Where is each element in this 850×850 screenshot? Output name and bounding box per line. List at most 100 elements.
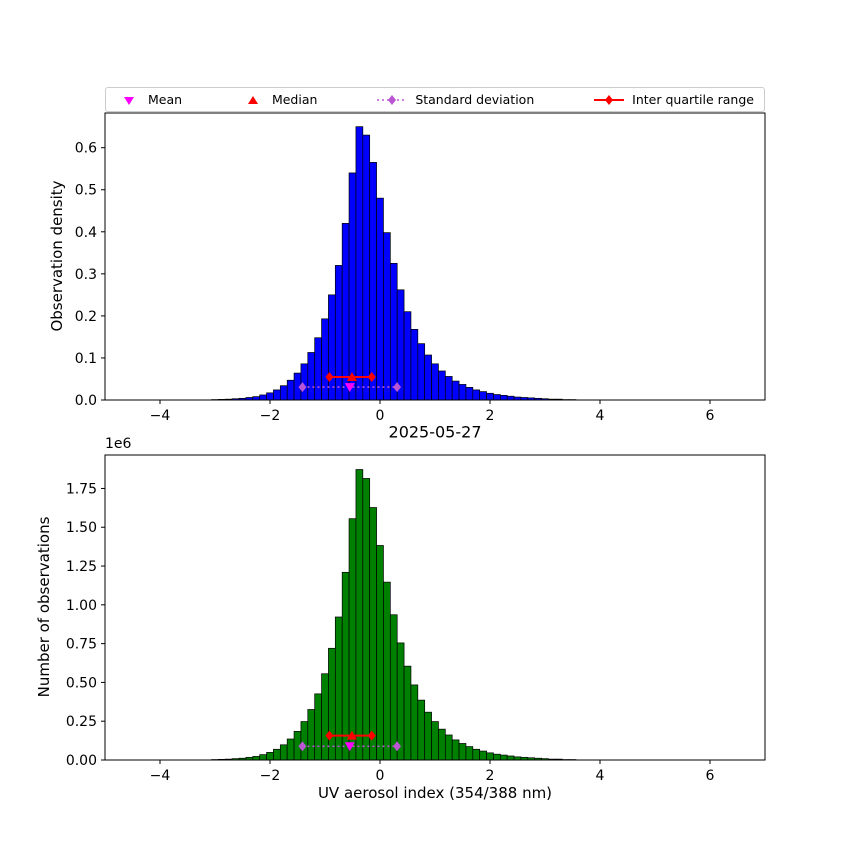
std-deviation-endpoint-marker: [393, 382, 402, 393]
median-marker: [346, 372, 357, 382]
histogram-bar: [334, 616, 343, 761]
bottom-y-axis-label: Number of observations: [35, 516, 53, 698]
histogram-bar: [307, 352, 316, 401]
iqr-endpoint-marker: [325, 372, 334, 383]
histogram-bar: [465, 746, 474, 761]
x-axis-label: UV aerosol index (354/388 nm): [317, 784, 553, 802]
x-tick-label: 2: [486, 408, 495, 424]
histogram-bar: [300, 363, 309, 401]
histogram-bar: [506, 395, 515, 401]
histogram-bar: [307, 709, 316, 761]
y-tick-label: 0.0: [75, 393, 97, 409]
histogram-bar: [362, 478, 371, 761]
std-deviation-endpoint-marker: [298, 741, 307, 752]
legend-item-inter-quartile-range: Inter quartile range: [592, 92, 754, 107]
x-tick-label: 2: [486, 768, 495, 784]
y-tick-label: 0.3: [75, 267, 97, 283]
histogram-bar: [376, 197, 384, 401]
histogram-bar: [273, 748, 281, 761]
y-tick-label: 1.50: [66, 520, 97, 536]
diamond-solid-line-icon: [594, 94, 625, 105]
axes-frame: [104, 112, 766, 401]
triangle-up-icon: [247, 95, 258, 104]
histogram-bar: [252, 756, 261, 761]
x-tick-label: 4: [596, 768, 605, 784]
histogram-bar: [383, 581, 391, 761]
histogram-bar: [431, 721, 439, 761]
histogram-bar: [424, 711, 432, 761]
histogram-bar: [438, 728, 446, 761]
y-tick-label: 0.50: [66, 675, 97, 691]
y-tick-label: 0.2: [75, 309, 97, 325]
histogram-bar: [328, 647, 336, 761]
x-tick-label: 4: [596, 408, 605, 424]
histogram-bar: [493, 394, 501, 401]
y-tick-label: 0.4: [75, 225, 97, 241]
iqr-endpoint-marker: [367, 730, 376, 741]
legend-item-standard-deviation: Standard deviation: [375, 92, 534, 107]
x-tick-label: −4: [150, 408, 171, 424]
histogram-bar: [314, 337, 322, 401]
x-tick-label: −4: [150, 768, 171, 784]
histogram-bar: [362, 134, 371, 401]
histogram-bar: [286, 738, 295, 761]
legend-label-inter-quartile-range: Inter quartile range: [632, 92, 754, 107]
histogram-bar: [334, 265, 343, 401]
mean-marker: [344, 742, 355, 752]
std-deviation-endpoint-marker: [298, 382, 307, 393]
chart-title: 2025-05-27: [388, 422, 482, 442]
histogram-bar: [328, 294, 336, 401]
axes-frame: [104, 454, 766, 761]
x-tick-label: 6: [706, 768, 715, 784]
histogram-bar: [451, 739, 460, 761]
histogram-bar: [431, 363, 439, 401]
histogram-bar: [451, 380, 460, 401]
histogram-bar: [458, 743, 467, 761]
histogram-bar: [403, 311, 412, 401]
histogram-bar: [499, 754, 508, 761]
y-tick-label: 1.00: [66, 598, 97, 614]
histogram-bar: [252, 396, 261, 401]
histogram-bar: [341, 571, 350, 761]
histogram-bar: [314, 693, 322, 761]
diamond-dotted-line-icon: [377, 94, 408, 105]
histogram-bar: [279, 385, 288, 401]
legend-label-standard-deviation: Standard deviation: [415, 92, 535, 107]
histogram-bar: [499, 395, 508, 401]
y-tick-label: 1.75: [66, 481, 97, 497]
x-tick-label: 0: [376, 408, 385, 424]
histogram-bar: [479, 391, 487, 401]
y-tick-label: 0.25: [66, 714, 97, 730]
histogram-bar: [376, 545, 384, 761]
histogram-bar: [259, 394, 267, 401]
x-tick-label: 0: [376, 768, 385, 784]
legend-item-mean: Mean: [116, 92, 182, 107]
histogram-bar: [410, 329, 419, 401]
y-tick-label: 0.5: [75, 183, 97, 199]
histogram-bar: [486, 392, 494, 401]
panel-bottom: −4 −2 0 2 4 6 0.00 0.25 0.50 0.75 1.00 1.25 1.50 1.75: [66, 454, 766, 784]
histogram-bar: [493, 753, 501, 761]
histogram-bar: [417, 343, 426, 401]
iqr-endpoint-marker: [325, 730, 334, 741]
histogram-bar: [348, 172, 357, 401]
iqr-endpoint-marker: [367, 372, 376, 383]
histogram-bar: [438, 370, 446, 401]
histogram-bar: [348, 518, 357, 761]
legend-label-median: Median: [271, 92, 318, 107]
histogram-bar: [472, 389, 481, 401]
histogram-bar: [444, 734, 453, 761]
histogram-bar: [465, 387, 474, 401]
y-tick-label: 0.1: [75, 351, 97, 367]
histogram-bar: [286, 379, 295, 401]
histogram-bar: [458, 384, 467, 401]
histogram-bar: [259, 754, 267, 761]
histogram-bar: [369, 507, 377, 761]
legend-item-median: Median: [240, 92, 317, 107]
y-axis-offset-text: 1e6: [105, 436, 132, 452]
histogram-bar: [355, 469, 364, 761]
histogram-bar: [424, 354, 432, 401]
histogram-bar: [341, 223, 350, 401]
